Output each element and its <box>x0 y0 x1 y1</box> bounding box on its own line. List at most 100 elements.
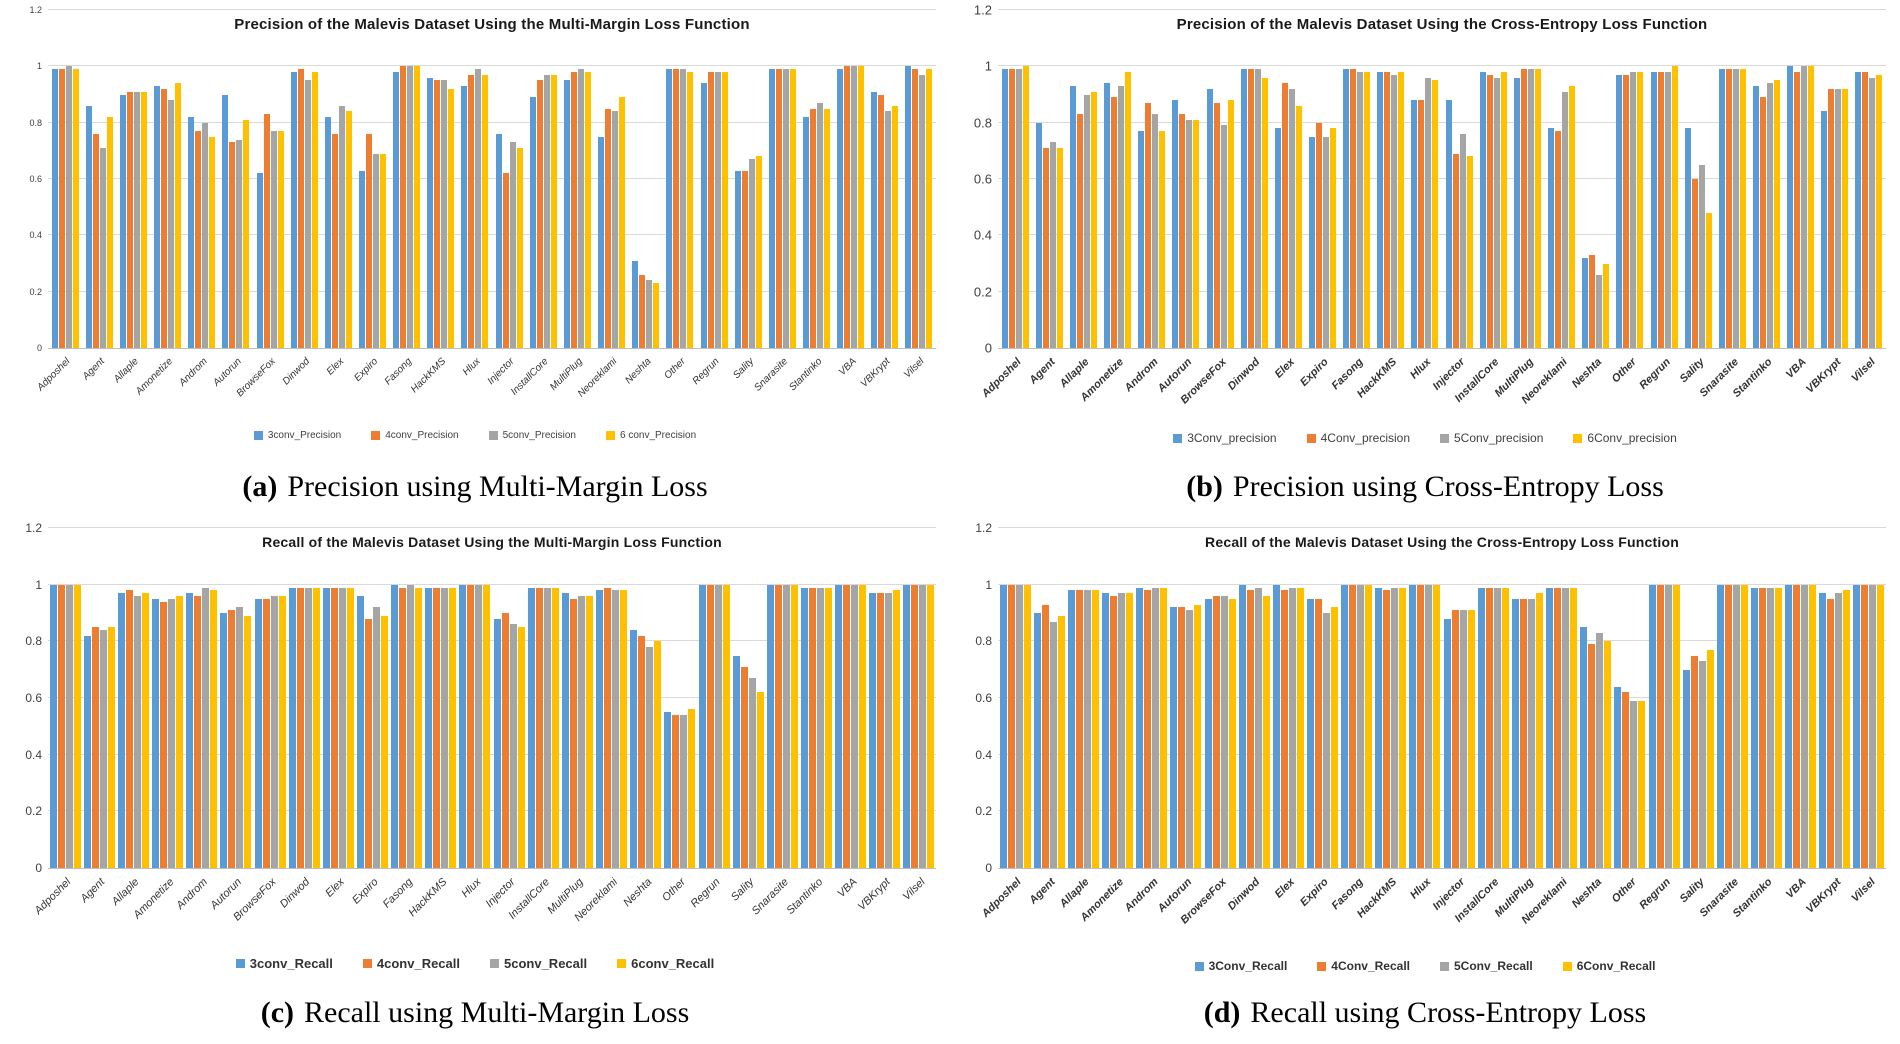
bar <box>1740 584 1748 868</box>
x-axis-label: Hlux <box>1408 356 1434 382</box>
gridline <box>48 65 936 67</box>
bar <box>1160 587 1168 868</box>
bar <box>322 587 330 868</box>
bar <box>1288 587 1296 868</box>
bar-group <box>185 10 219 348</box>
bar-group <box>1271 10 1305 348</box>
bar <box>919 584 927 868</box>
x-axis-label: Sality <box>730 356 756 382</box>
bar <box>1760 97 1767 348</box>
bar <box>1604 641 1612 868</box>
y-axis-tick-label: 0 <box>984 340 992 356</box>
bar <box>1126 593 1134 868</box>
x-axis-label-cell: Elex <box>321 350 355 420</box>
x-axis-label: Allaple <box>112 356 142 386</box>
x-axis-label: Elex <box>323 876 347 900</box>
bar <box>331 133 338 348</box>
bar <box>1179 114 1186 348</box>
bar <box>140 91 147 348</box>
bar <box>99 148 106 348</box>
bar <box>1827 598 1835 868</box>
x-axis-label: Elex <box>324 356 347 378</box>
bar-group <box>1647 528 1681 868</box>
bar <box>801 587 809 868</box>
bar <box>461 86 468 348</box>
gridline <box>998 583 1886 585</box>
bar <box>722 584 730 868</box>
bar <box>1035 122 1042 348</box>
legend-label: 3conv_Precision <box>267 430 342 441</box>
bar <box>1569 86 1576 348</box>
bar-group <box>663 528 697 868</box>
caption-b-row: (b) Precision using Cross-Entropy Loss <box>950 455 1900 518</box>
bar-group <box>1681 10 1715 348</box>
bar <box>1682 669 1690 868</box>
bar <box>467 584 475 868</box>
x-axis-labels: Adposhel Agent Allaple Amonetize Androm Autor… <box>33 870 936 940</box>
x-axis-label-cell: Agent <box>81 350 116 420</box>
bar-group <box>765 528 799 868</box>
bar <box>1716 584 1724 868</box>
bar <box>379 153 386 348</box>
bar <box>748 159 755 348</box>
caption-c-text: Recall using Multi-Margin Loss <box>304 995 690 1029</box>
bar <box>1391 587 1399 868</box>
bar-group <box>1749 10 1783 348</box>
bar <box>160 601 168 868</box>
bar <box>1159 131 1166 348</box>
gridline <box>998 640 1886 642</box>
bar-group <box>1340 10 1374 348</box>
legend-label: 3Conv_Recall <box>1208 959 1288 973</box>
bar <box>1861 584 1869 868</box>
bar <box>1272 584 1280 868</box>
legend-label: 6Conv_precision <box>1587 431 1677 445</box>
bar <box>338 105 345 348</box>
bar <box>483 584 491 868</box>
bar <box>1527 69 1534 348</box>
bar <box>707 71 714 348</box>
bar <box>278 596 286 868</box>
bar-group <box>321 10 355 348</box>
bar-group <box>1545 10 1579 348</box>
bar <box>1178 607 1186 868</box>
bar-group <box>1715 10 1749 348</box>
x-axis-labels: Adposhel Agent Allaple Amonetize Androm Autor… <box>980 350 1886 420</box>
x-axis-label-cell: Stantinko <box>1731 350 1783 420</box>
gridline <box>48 527 936 528</box>
bar <box>1306 598 1314 868</box>
bar <box>844 66 851 348</box>
bar <box>527 587 535 868</box>
bar <box>1295 105 1302 348</box>
bar <box>202 587 210 868</box>
chart-precision-cross-entropy: Precision of the Malevis Dataset Using t… <box>950 0 1900 455</box>
bar <box>475 584 483 868</box>
bar <box>1136 587 1144 868</box>
bar <box>1718 69 1725 348</box>
x-axis-label: Vilsel <box>900 876 928 903</box>
bar <box>65 66 72 348</box>
bar-group <box>82 528 116 868</box>
bar <box>400 66 407 348</box>
bar <box>1262 596 1270 868</box>
bar-group <box>1647 10 1681 348</box>
bar-group <box>492 10 526 348</box>
bar <box>1125 71 1132 348</box>
y-axis-tick-label: 0 <box>35 861 42 875</box>
bar <box>1698 661 1706 868</box>
bar <box>851 584 859 868</box>
bar <box>1555 131 1562 348</box>
x-axis-label: VBA <box>836 356 859 378</box>
bar <box>543 587 551 868</box>
bar <box>768 69 775 348</box>
bar-group <box>253 528 287 868</box>
bar <box>1616 74 1623 348</box>
bar <box>1364 71 1371 348</box>
bar <box>83 635 91 868</box>
bar <box>1220 125 1227 348</box>
bar-group <box>321 528 355 868</box>
bar <box>1877 584 1885 868</box>
plot-area: 0 0.2 0.4 0.6 0.8 1 1.2 <box>974 3 1886 356</box>
bar <box>277 131 284 348</box>
legend-item: 6 conv_Precision <box>605 430 696 441</box>
bar <box>1582 257 1589 348</box>
